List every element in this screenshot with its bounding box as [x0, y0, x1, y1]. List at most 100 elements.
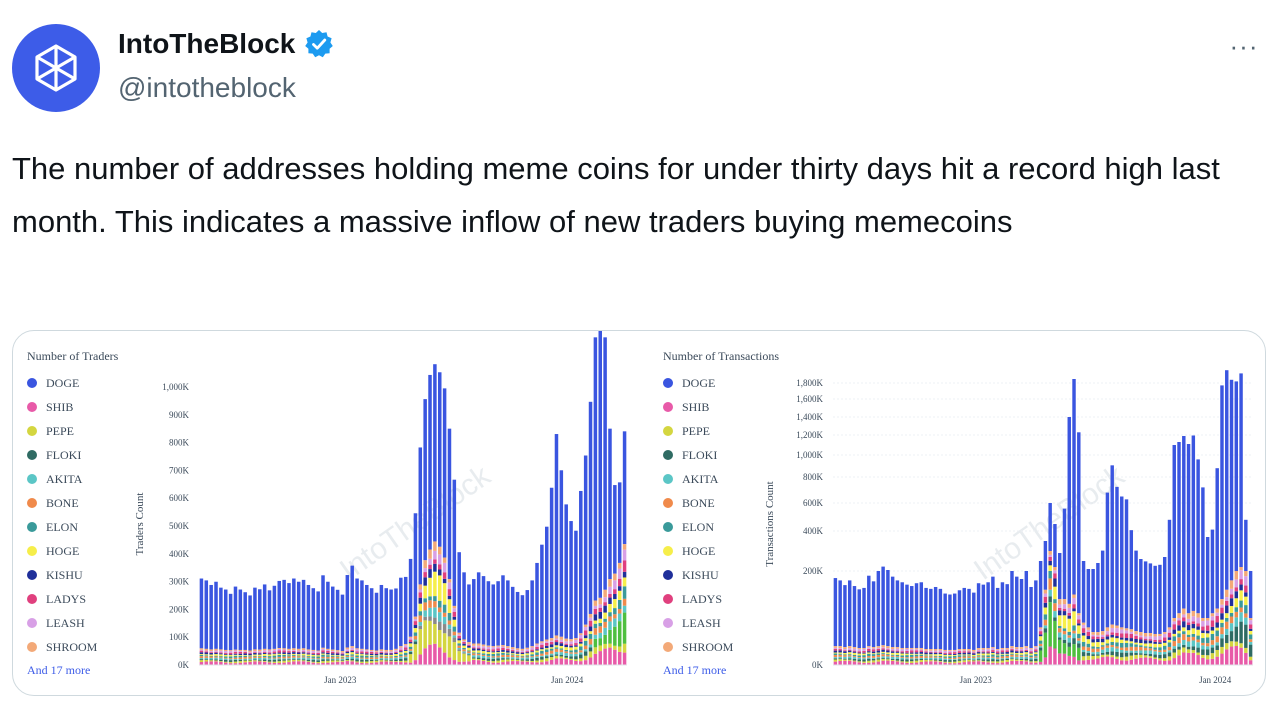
bar-leash: [481, 646, 486, 649]
y-tick-label: 200K: [169, 604, 190, 614]
bar-shroom: [564, 638, 568, 642]
bar-floki: [262, 659, 267, 662]
bar-akita: [267, 658, 272, 660]
bar-pepe: [520, 660, 525, 662]
bar-bone: [238, 657, 243, 660]
bar-pepe: [991, 661, 995, 663]
bar-shroom: [262, 648, 267, 651]
bar-ladys: [360, 651, 364, 654]
bar-floki: [1019, 658, 1024, 661]
legend-label: SHROOM: [682, 639, 734, 654]
bar-doge: [613, 485, 617, 574]
avatar[interactable]: [12, 24, 100, 112]
legend-item-shroom[interactable]: SHROOM: [663, 635, 733, 659]
bar-floki: [588, 647, 593, 652]
bar-kishu: [481, 649, 486, 652]
bar-bone: [418, 615, 423, 622]
more-options-button[interactable]: ···: [1229, 30, 1259, 61]
legend-item-akita[interactable]: AKITA: [663, 467, 733, 491]
bar-elon: [1067, 631, 1071, 636]
bar-floki: [1239, 621, 1243, 644]
legend-item-hoge[interactable]: HOGE: [663, 539, 733, 563]
legend-item-kishu[interactable]: KISHU: [663, 563, 733, 587]
bar-shroom: [852, 647, 857, 649]
bar-pepe: [962, 660, 966, 663]
bar-hoge: [462, 645, 466, 648]
bar-hoge: [258, 654, 262, 657]
bar-ladys: [486, 649, 491, 651]
legend-item-pepe[interactable]: PEPE: [663, 419, 733, 443]
legend-item-elon[interactable]: ELON: [27, 515, 97, 539]
legend-item-ladys[interactable]: LADYS: [663, 587, 733, 611]
legend-item-kishu[interactable]: KISHU: [27, 563, 97, 587]
legend-item-bone[interactable]: BONE: [27, 491, 97, 515]
bar-akita: [1158, 652, 1162, 655]
bar-kishu: [340, 654, 345, 656]
bar-floki: [243, 659, 247, 661]
legend-more-link[interactable]: And 17 more: [663, 663, 727, 677]
bar-hoge: [316, 655, 320, 657]
bar-ladys: [554, 640, 559, 643]
bar-doge: [462, 572, 466, 640]
bar-leash: [569, 641, 573, 645]
bar-akita: [413, 639, 418, 642]
bar-bone: [335, 656, 340, 659]
handle[interactable]: @intotheblock: [118, 72, 296, 103]
legend-item-doge[interactable]: DOGE: [27, 371, 97, 395]
bar-pepe: [326, 660, 330, 663]
bar-elon: [1043, 614, 1048, 620]
bar-kishu: [1186, 625, 1191, 631]
bar-leash: [1186, 618, 1191, 623]
legend-item-akita[interactable]: AKITA: [27, 467, 97, 491]
bar-bone: [933, 656, 938, 658]
legend-item-shib[interactable]: SHIB: [663, 395, 733, 419]
bar-shib: [1139, 657, 1143, 665]
bar-pepe: [833, 659, 838, 662]
bar-floki: [1086, 652, 1091, 656]
bar-kishu: [1172, 629, 1176, 634]
legend-more-link[interactable]: And 17 more: [27, 663, 91, 677]
bar-pepe: [1015, 659, 1019, 661]
legend-item-pepe[interactable]: PEPE: [27, 419, 97, 443]
bar-kishu: [253, 652, 257, 655]
display-name[interactable]: IntoTheBlock: [118, 28, 296, 59]
bar-ladys: [1182, 617, 1186, 622]
legend-item-bone[interactable]: BONE: [663, 491, 733, 515]
bar-shroom: [472, 643, 476, 646]
bar-hoge: [924, 654, 928, 656]
bar-shroom: [1077, 613, 1081, 616]
bar-doge: [564, 504, 568, 639]
bar-doge: [224, 589, 228, 650]
bar-kishu: [1153, 641, 1157, 644]
bar-pepe: [219, 661, 223, 662]
bar-floki: [345, 658, 350, 661]
bar-kishu: [1010, 650, 1014, 653]
bar-doge: [365, 584, 369, 650]
bar-leash: [1029, 649, 1033, 652]
legend-item-shib[interactable]: SHIB: [27, 395, 97, 419]
bar-shib: [462, 661, 466, 665]
legend-item-leash[interactable]: LEASH: [663, 611, 733, 635]
legend-item-floki[interactable]: FLOKI: [27, 443, 97, 467]
verified-badge-icon: [305, 30, 334, 58]
bar-leash: [1134, 634, 1138, 636]
bar-shroom: [886, 646, 890, 649]
legend-item-doge[interactable]: DOGE: [663, 371, 733, 395]
legend-item-floki[interactable]: FLOKI: [663, 443, 733, 467]
bar-kishu: [598, 611, 602, 619]
legend-item-leash[interactable]: LEASH: [27, 611, 97, 635]
media-card[interactable]: IntoTheBlock 0K 100K 200K 300K 400K 500K 600K 70…: [12, 330, 1266, 696]
legend-item-hoge[interactable]: HOGE: [27, 539, 97, 563]
bar-akita: [399, 657, 403, 659]
bar-shroom: [413, 616, 418, 620]
bar-shroom: [423, 560, 427, 569]
bar-kishu: [1067, 615, 1071, 619]
bar-elon: [389, 656, 393, 658]
legend-item-ladys[interactable]: LADYS: [27, 587, 97, 611]
legend-item-shroom[interactable]: SHROOM: [27, 635, 97, 659]
bar-kishu: [545, 645, 549, 649]
legend-item-elon[interactable]: ELON: [663, 515, 733, 539]
bar-ladys: [389, 652, 393, 654]
bar-shib: [476, 660, 481, 665]
bar-akita: [617, 613, 622, 622]
